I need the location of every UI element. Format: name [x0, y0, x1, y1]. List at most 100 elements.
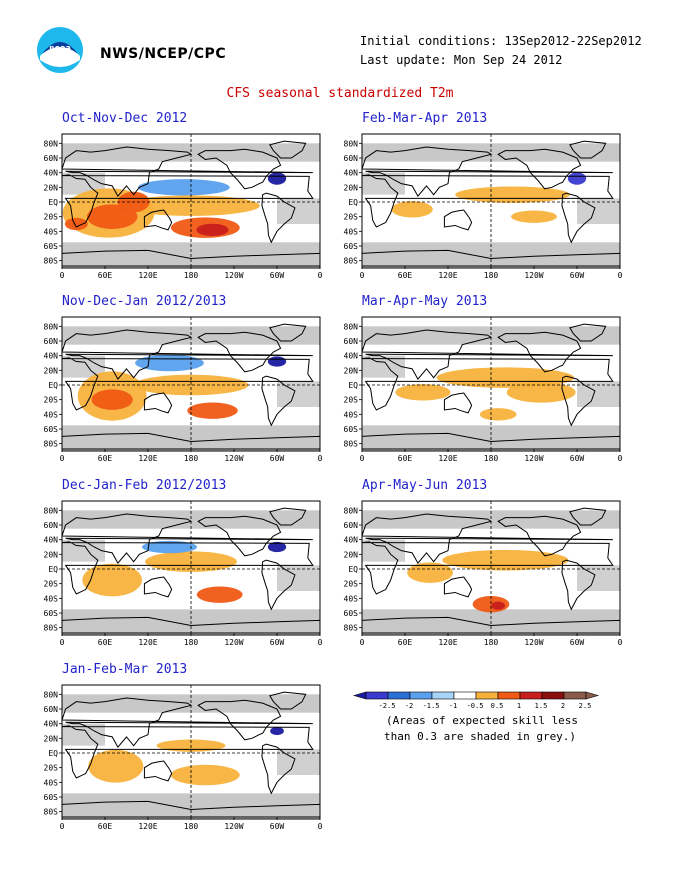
coastline [197, 699, 282, 741]
coastline [361, 174, 614, 228]
lat-tick-label: 60N [44, 337, 59, 346]
lat-tick-label: 20N [44, 550, 59, 559]
lon-tick-label: 120E [438, 271, 457, 280]
lat-tick-label: 40S [344, 410, 359, 419]
lat-tick-label: 60S [44, 793, 59, 802]
lat-tick-label: 80N [344, 322, 359, 331]
lat-tick-label: 60N [344, 521, 359, 530]
low-skill-shading [362, 326, 620, 345]
coastline [269, 323, 307, 342]
lon-tick-label: 0 [618, 271, 622, 280]
map-panel: Nov-Dec-Jan 2012/2013 80N 60N 40N 20N EQ 20S 4… [44, 294, 360, 465]
coastline [61, 725, 314, 779]
coastline [143, 760, 173, 782]
lat-tick-label: 20S [44, 396, 59, 405]
lon-tick-label: 60W [570, 454, 585, 463]
lon-tick-label: 60E [98, 454, 113, 463]
low-skill-shading [362, 172, 405, 195]
low-skill-shading [362, 355, 405, 378]
lon-tick-label: 120E [438, 638, 457, 647]
anomaly-region [170, 764, 240, 786]
coastline [361, 513, 613, 565]
lon-tick-label: 120W [524, 271, 543, 280]
lon-tick-label: 180 [184, 454, 199, 463]
coastline [561, 375, 596, 427]
legend-note-line2: than 0.3 are shaded in grey.) [384, 730, 577, 743]
lon-tick-label: 0 [60, 454, 65, 463]
lat-tick-label: 40N [44, 536, 59, 545]
anomaly-region [391, 201, 433, 218]
lat-tick-label: 40N [44, 720, 59, 729]
anomaly-region [270, 726, 284, 736]
coastline [443, 209, 473, 231]
legend-swatch [352, 691, 367, 700]
initial-conditions: Initial conditions: 13Sep2012-22Sep2012 [360, 34, 642, 48]
lon-tick-label: 60W [570, 638, 585, 647]
anomaly-region [442, 549, 569, 571]
lat-tick-label: 80S [44, 257, 59, 266]
coastline [561, 192, 596, 244]
lat-tick-label: EQ [48, 381, 58, 390]
lat-tick-label: 40S [44, 227, 59, 236]
page-title: CFS seasonal standardized T2m [226, 86, 454, 101]
coastline [61, 513, 313, 565]
lon-tick-label: 120E [138, 454, 157, 463]
lon-tick-label: 0 [360, 638, 365, 647]
anomaly-region [395, 384, 451, 401]
lat-tick-label: 80N [44, 322, 59, 331]
lat-tick-label: 20S [344, 213, 359, 222]
lon-tick-label: 120W [524, 454, 543, 463]
legend-swatch [563, 691, 587, 700]
legend-swatch [475, 691, 499, 700]
legend-swatch [365, 691, 389, 700]
coastline [143, 576, 173, 598]
low-skill-shading [577, 198, 620, 224]
low-skill-shading [62, 172, 105, 195]
legend-swatch [453, 691, 477, 700]
anomaly-region [506, 382, 576, 403]
lon-tick-label: 180 [484, 454, 499, 463]
low-skill-shading [577, 565, 620, 591]
lat-tick-label: 80N [44, 139, 59, 148]
lat-tick-label: 20N [344, 183, 359, 192]
lat-tick-label: 60S [44, 425, 59, 434]
panel-title: Feb-Mar-Apr 2013 [362, 111, 488, 126]
anomaly-region [267, 541, 287, 553]
coastline [361, 329, 613, 381]
coastline [497, 515, 582, 557]
anomaly-region [455, 186, 570, 203]
lat-tick-label: 60N [44, 154, 59, 163]
lat-tick-label: 20S [44, 580, 59, 589]
lat-tick-label: 40S [44, 594, 59, 603]
lat-tick-label: 60S [44, 242, 59, 251]
anomaly-region [196, 586, 243, 603]
lat-tick-label: 40N [44, 352, 59, 361]
panel-title: Mar-Apr-May 2013 [362, 294, 488, 309]
lon-tick-label: 0 [60, 822, 65, 831]
legend-level-label: -2 [405, 702, 413, 710]
low-skill-shading [277, 381, 320, 407]
map-panel: Feb-Mar-Apr 2013 80N 60N 40N 20N EQ 20S 40S 60S… [344, 111, 660, 282]
coastline [261, 559, 296, 611]
lat-tick-label: EQ [348, 198, 358, 207]
panel-title: Jan-Feb-Mar 2013 [62, 662, 188, 677]
map-panel: Mar-Apr-May 2013 80N 60N 40N 20N EQ 20S 40S 60S… [344, 294, 660, 465]
panel-title: Dec-Jan-Feb 2012/2013 [62, 478, 227, 493]
coastline [61, 541, 314, 595]
coastline [61, 174, 314, 228]
legend-swatch [497, 691, 521, 700]
low-skill-shading [362, 510, 620, 529]
coastline [261, 375, 296, 427]
anomaly-region [82, 563, 142, 597]
lat-tick-label: 80N [344, 506, 359, 515]
lon-tick-label: 0 [618, 638, 622, 647]
legend-level-label: 1.5 [535, 702, 548, 710]
coastline [269, 140, 307, 159]
coastline [497, 148, 582, 190]
lon-tick-label: 120E [438, 454, 457, 463]
lon-tick-label: 0 [60, 271, 65, 280]
lon-tick-label: 120W [224, 454, 243, 463]
lat-tick-label: 80S [344, 440, 359, 449]
